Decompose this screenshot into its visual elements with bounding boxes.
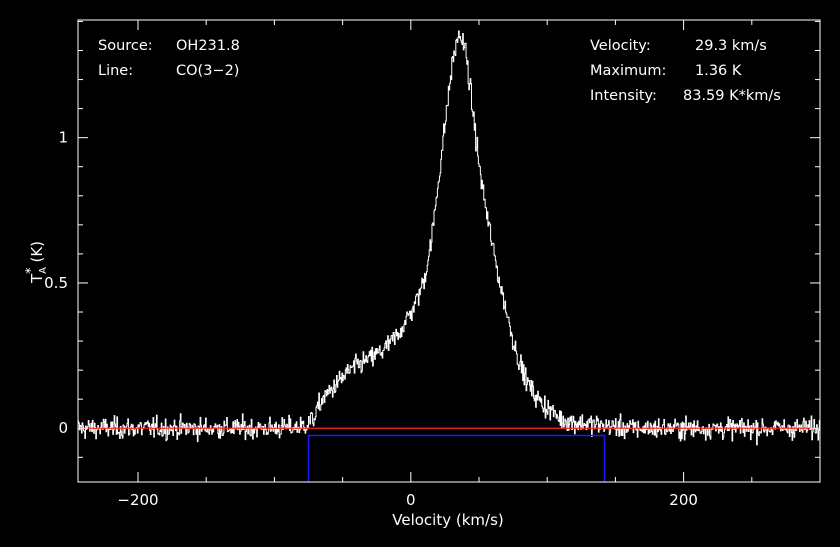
labels: Source: OH231.8 Line: CO(3−2) Velocity: … <box>24 38 781 529</box>
info-intensity-label: Intensity: <box>590 88 657 104</box>
y-axis-title-superscript: * <box>24 267 39 274</box>
info-line-label: Line: <box>98 63 133 79</box>
x-tick-label: 0 <box>406 491 416 509</box>
info-source-label: Source: <box>98 38 153 54</box>
integration-window <box>307 434 606 482</box>
y-tick-label: 0 <box>58 419 68 437</box>
y-tick-label: 1 <box>58 129 68 147</box>
y-axis-title-unit: (K) <box>28 241 46 263</box>
info-velocity-value: 29.3 km/s <box>695 38 767 54</box>
info-maximum-label: Maximum: <box>590 63 666 79</box>
y-axis-title: TA* (K) <box>24 241 49 284</box>
plot-content <box>78 30 820 482</box>
y-axis-title-subscript: A <box>38 267 49 274</box>
x-tick-label: 200 <box>669 491 698 509</box>
plot-area <box>78 30 820 482</box>
info-line-value: CO(3−2) <box>176 63 239 79</box>
info-intensity-value: 83.59 K*km/s <box>683 88 781 104</box>
info-source-value: OH231.8 <box>176 38 240 54</box>
y-tick-label: 0.5 <box>44 274 68 292</box>
spectrum-line <box>78 30 820 446</box>
axes: −200 0 200 0 0.5 1 <box>44 19 821 509</box>
y-axis-title-base: T <box>28 273 46 284</box>
x-tick-label: −200 <box>117 491 158 509</box>
plot-frame <box>77 19 821 483</box>
info-velocity-label: Velocity: <box>590 38 651 54</box>
info-maximum-value: 1.36 K <box>695 63 742 79</box>
x-axis-title: Velocity (km/s) <box>392 511 503 529</box>
